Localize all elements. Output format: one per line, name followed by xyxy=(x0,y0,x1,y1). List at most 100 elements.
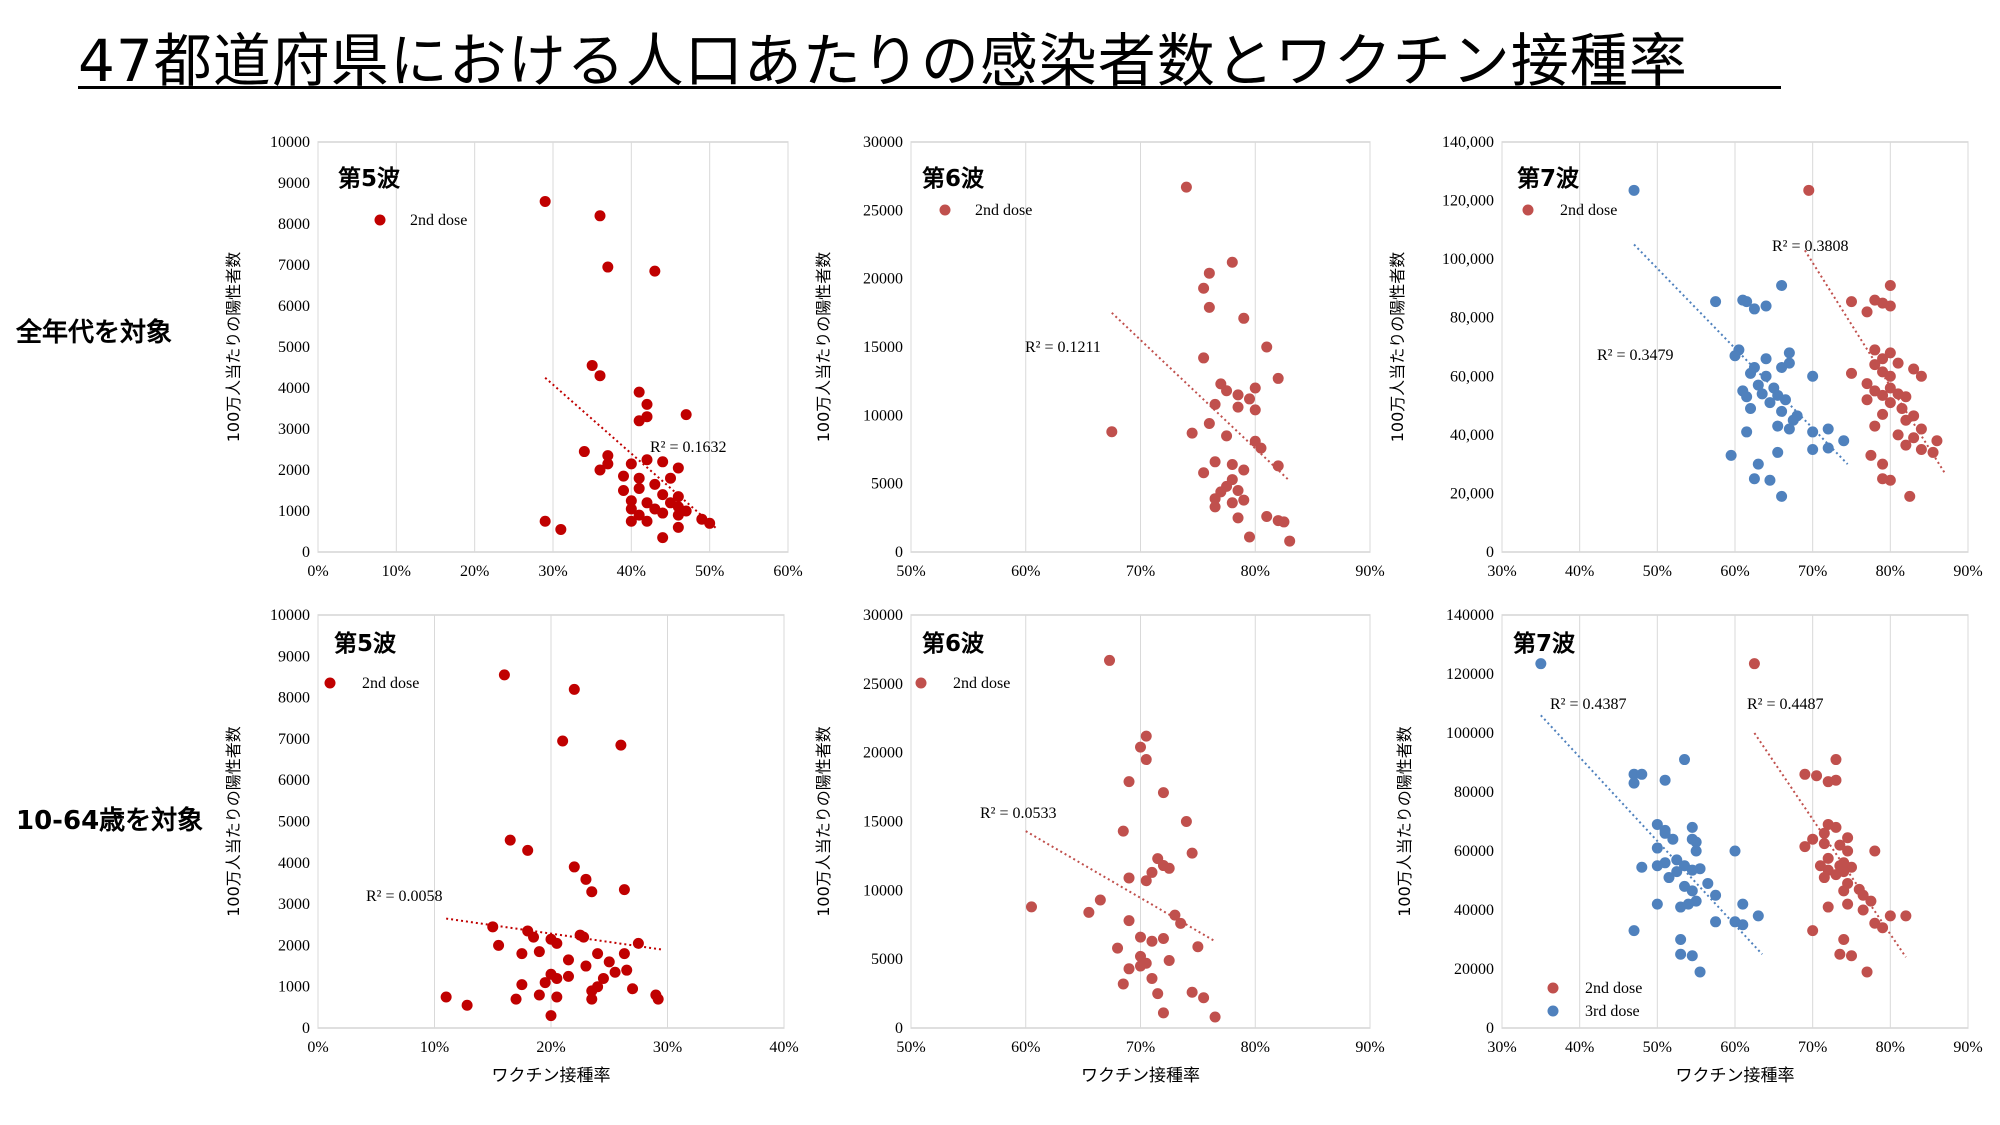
data-point xyxy=(665,472,676,484)
data-point xyxy=(1186,427,1198,439)
data-point xyxy=(1169,909,1181,921)
x-tick-label: 30% xyxy=(653,1039,682,1056)
data-point xyxy=(1741,391,1753,403)
data-point xyxy=(1846,367,1857,379)
data-point xyxy=(1737,898,1749,910)
data-point xyxy=(594,210,606,222)
data-point xyxy=(1261,341,1273,353)
data-point xyxy=(1830,869,1842,881)
data-point xyxy=(539,515,551,527)
data-point xyxy=(1244,531,1256,543)
y-tick-label: 9000 xyxy=(278,175,310,192)
data-point xyxy=(493,939,505,951)
x-tick-label: 60% xyxy=(1720,563,1749,580)
x-tick-label: 40% xyxy=(617,563,646,580)
x-tick-label: 60% xyxy=(1011,1039,1040,1056)
data-point xyxy=(633,386,645,398)
x-tick-label: 80% xyxy=(1876,563,1905,580)
trendline xyxy=(544,376,719,531)
data-point xyxy=(1900,910,1912,922)
data-point xyxy=(1686,821,1698,833)
y-tick-label: 0 xyxy=(302,1020,310,1037)
data-point xyxy=(1729,845,1741,857)
data-point xyxy=(1725,449,1737,461)
data-point xyxy=(1846,950,1857,962)
data-point xyxy=(1679,754,1691,766)
y-tick-label: 8000 xyxy=(278,690,310,707)
data-point xyxy=(1690,836,1702,848)
y-tick-label: 1000 xyxy=(278,979,310,996)
data-point xyxy=(1822,423,1834,435)
x-tick-label: 40% xyxy=(769,1039,798,1056)
data-point xyxy=(1104,654,1116,666)
y-tick-label: 140000 xyxy=(1446,607,1494,624)
data-point xyxy=(1667,833,1679,845)
data-point xyxy=(1636,861,1648,873)
x-tick-label: 60% xyxy=(1720,1039,1749,1056)
data-point xyxy=(621,964,633,976)
legend-label: 2nd dose xyxy=(975,202,1032,219)
chart-title: 第6波 xyxy=(922,630,985,657)
data-point xyxy=(1249,404,1261,416)
legend-marker xyxy=(1547,982,1559,994)
x-tick-label: 70% xyxy=(1126,563,1155,580)
data-point xyxy=(641,497,653,509)
data-point xyxy=(1232,512,1244,524)
y-tick-label: 0 xyxy=(1486,1020,1494,1037)
data-point xyxy=(1884,347,1896,359)
data-point xyxy=(1838,934,1850,945)
y-tick-label: 5000 xyxy=(278,339,310,356)
data-point xyxy=(1877,389,1889,401)
data-point xyxy=(551,972,563,984)
chart-title: 第6波 xyxy=(922,165,985,192)
r-squared-label: R² = 0.4487 xyxy=(1747,696,1824,713)
data-point xyxy=(1760,370,1772,382)
x-tick-label: 70% xyxy=(1798,563,1827,580)
data-point xyxy=(580,873,592,885)
data-point xyxy=(1025,901,1037,913)
r-squared-label: R² = 0.1632 xyxy=(650,439,727,456)
data-point xyxy=(633,472,645,484)
data-point xyxy=(1135,960,1146,972)
data-point xyxy=(652,993,664,1005)
y-tick-label: 5000 xyxy=(871,476,903,493)
x-tick-label: 10% xyxy=(382,563,411,580)
data-point xyxy=(1123,776,1135,788)
data-point xyxy=(1198,282,1210,294)
data-point xyxy=(1752,910,1764,922)
data-point xyxy=(672,521,684,533)
data-point xyxy=(1830,774,1842,786)
data-point xyxy=(1272,460,1284,472)
data-point xyxy=(627,983,639,995)
data-point xyxy=(1083,906,1095,918)
data-point xyxy=(1764,474,1776,486)
data-point xyxy=(1842,898,1854,910)
data-point xyxy=(1651,842,1663,854)
data-point xyxy=(1702,877,1714,889)
data-point xyxy=(1209,501,1221,513)
r-squared-label: R² = 0.1211 xyxy=(1025,339,1101,356)
data-point xyxy=(641,454,653,466)
data-point xyxy=(641,411,653,423)
data-point xyxy=(1272,372,1284,384)
data-point xyxy=(1238,464,1250,476)
data-point xyxy=(1915,444,1927,455)
data-point xyxy=(539,195,551,207)
r-squared-label: R² = 0.0533 xyxy=(980,805,1057,822)
chart-wave5-all-ages: 0% 10% 20% 30% 40% 50% 60% 0 1000 2000 3000 4000 500… xyxy=(224,134,803,580)
y-tick-label: 0 xyxy=(1486,544,1494,561)
data-point xyxy=(1628,768,1640,780)
data-point xyxy=(1209,1011,1221,1023)
data-point xyxy=(1807,833,1819,845)
data-point xyxy=(1198,992,1210,1004)
data-point xyxy=(1752,458,1764,470)
data-point xyxy=(1915,423,1927,435)
y-axis-label: 100万人当たりの陽性者数 xyxy=(1388,252,1407,443)
chart-wave7-10-64: 30% 40% 50% 60% 70% 80% 90% 0 20000 40000 60000 800… xyxy=(1395,607,1983,1086)
y-tick-label: 4000 xyxy=(278,855,310,872)
data-point xyxy=(1896,403,1908,414)
data-point xyxy=(594,464,606,476)
x-tick-label: 80% xyxy=(1241,563,1270,580)
data-point xyxy=(1884,370,1896,382)
data-point xyxy=(680,409,692,421)
